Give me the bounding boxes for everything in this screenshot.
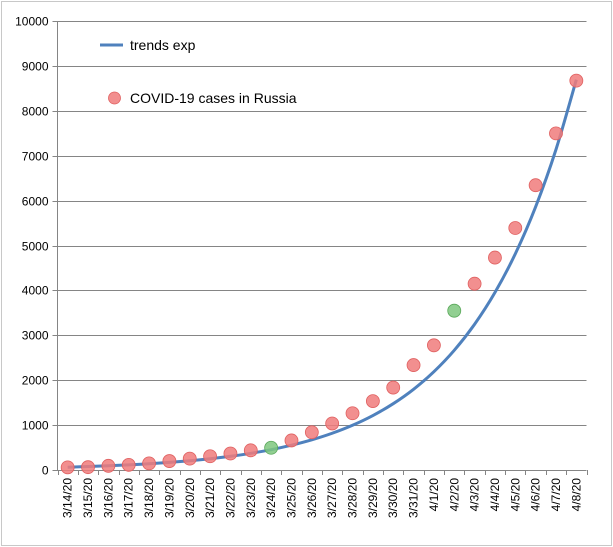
y-tick-label: 5000 [22, 240, 49, 254]
y-tick-label: 4000 [22, 284, 49, 298]
legend-swatch-marker [108, 91, 121, 105]
x-tick-label: 4/5/20 [508, 478, 522, 512]
x-tick-label: 3/29/20 [366, 478, 380, 518]
data-point [243, 443, 258, 458]
x-tick-label: 3/27/20 [325, 478, 339, 518]
data-point [426, 338, 441, 353]
x-tick-label: 4/1/20 [427, 478, 441, 512]
y-tick-label: 2000 [22, 374, 49, 388]
gridlines [57, 21, 587, 426]
x-tick-label: 3/15/20 [81, 478, 95, 518]
data-point [81, 460, 95, 475]
data-point [325, 416, 340, 431]
x-tick-label: 3/19/20 [162, 478, 176, 518]
y-tick-label: 0 [42, 464, 49, 478]
data-point [101, 458, 116, 473]
x-tick-label: 3/31/20 [407, 478, 421, 518]
x-tick-label: 4/4/20 [488, 478, 502, 512]
x-tick-label: 4/8/20 [569, 478, 583, 512]
x-tick-label: 3/20/20 [183, 478, 197, 518]
data-point [60, 460, 75, 475]
legend-label-trend: trends exp [130, 37, 196, 53]
data-point [467, 276, 482, 291]
x-tick-label: 4/7/20 [549, 478, 563, 512]
x-tick-label: 3/23/20 [244, 478, 258, 518]
x-tick-label: 4/3/20 [468, 478, 482, 512]
y-tick-label: 8000 [22, 105, 49, 119]
data-point [345, 406, 360, 421]
x-tick-label: 3/18/20 [142, 478, 156, 518]
x-tick-labels: 3/14/20 3/15/20 3/16/20 3/17/20 3/18/20 3/19/… [61, 478, 584, 518]
x-tick-label: 3/30/20 [386, 478, 400, 518]
y-tick-label: 3000 [22, 329, 49, 343]
y-tick-label: 7000 [22, 150, 49, 164]
data-point [569, 73, 584, 88]
data-point [162, 454, 177, 468]
x-tick-label: 3/25/20 [284, 478, 298, 518]
data-point [142, 456, 156, 471]
data-point [121, 457, 136, 472]
y-tick-label: 10000 [15, 15, 49, 29]
data-point [549, 126, 563, 141]
y-tick-label: 1000 [22, 419, 49, 433]
y-tick-labels: 0 1000 2000 3000 4000 5000 6000 7000 8000 9000 100… [15, 15, 49, 478]
legend: trends exp COVID-19 cases in Russia [100, 37, 297, 106]
data-point [304, 425, 319, 440]
legend-label-cases: COVID-19 cases in Russia [130, 90, 297, 106]
data-point [528, 178, 543, 193]
y-tick-label: 9000 [22, 60, 49, 74]
x-tick-label: 3/21/20 [203, 478, 217, 518]
x-tick-label: 3/26/20 [305, 478, 319, 518]
data-point [386, 380, 401, 395]
x-tick-label: 3/14/20 [61, 478, 75, 518]
data-point [182, 451, 197, 466]
y-tick-label: 6000 [22, 195, 49, 209]
axes [52, 21, 588, 475]
data-point [223, 446, 238, 461]
x-tick-label: 3/24/20 [264, 478, 278, 518]
data-point [365, 394, 380, 409]
x-tick-label: 3/17/20 [122, 478, 136, 518]
x-tick-label: 3/22/20 [223, 478, 237, 518]
data-point [284, 433, 299, 448]
x-tick-label: 4/6/20 [529, 478, 543, 512]
data-point [203, 449, 218, 464]
data-points [60, 73, 584, 475]
data-point [406, 358, 421, 372]
x-tick-label: 4/2/20 [447, 478, 461, 512]
x-tick-label: 3/16/20 [101, 478, 115, 518]
data-point-highlighted [264, 440, 279, 455]
x-tick-label: 3/28/20 [346, 478, 360, 518]
data-point-highlighted [447, 303, 462, 318]
data-point [508, 221, 523, 235]
data-point [488, 250, 502, 265]
